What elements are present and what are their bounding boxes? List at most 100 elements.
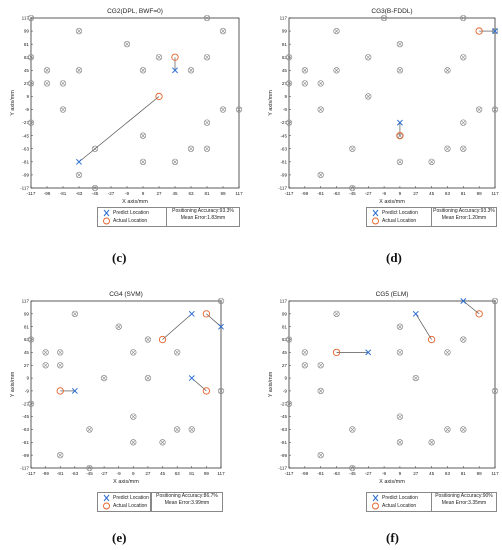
reference-cross-b [350, 465, 355, 471]
plot-frame [288, 17, 496, 189]
plot-frame [288, 300, 496, 469]
reference-point [203, 119, 211, 126]
reference-circle [460, 426, 467, 433]
reference-point [301, 80, 308, 87]
x-tick-label: -45 [349, 191, 356, 196]
reference-point [174, 426, 181, 433]
x-tick-label: -63 [76, 191, 83, 196]
reference-cross-b [350, 146, 355, 151]
y-tick-label: -27 [280, 401, 287, 406]
reference-cross-b [140, 133, 146, 138]
x-tick-label: -9 [125, 191, 130, 196]
reference-cross-b [461, 146, 466, 151]
legend-predict-label: Predict Location [382, 210, 418, 216]
reference-circle [460, 336, 467, 343]
reference-point [144, 374, 152, 382]
reference-cross-b [286, 120, 292, 125]
reference-circle [187, 145, 195, 152]
reference-circle [203, 145, 211, 152]
x-tick-label: -45 [86, 471, 93, 476]
reference-circle [317, 452, 324, 459]
reference-circle [333, 67, 340, 74]
predict-location-point [412, 310, 419, 317]
reference-cross-b [145, 337, 150, 342]
panel-caption: (f) [386, 530, 399, 545]
x-tick-label: 45 [429, 471, 435, 476]
reference-circle [396, 67, 404, 74]
reference-cross-b [445, 427, 450, 432]
reference-cross-b [461, 337, 466, 342]
reference-cross-b [188, 146, 194, 151]
positioning-accuracy: Positioning Accuracy:90% [435, 493, 493, 499]
actual-marker-icon [101, 217, 111, 225]
positioning-accuracy: Positioning Accuracy:93.3% [172, 208, 234, 214]
reference-point [219, 106, 227, 113]
reference-cross-b [44, 81, 50, 86]
reference-point [444, 426, 451, 433]
predict-location-point [76, 158, 82, 165]
reference-cross-b [76, 172, 82, 177]
reference-circle [365, 93, 372, 100]
reference-cross-b [131, 440, 136, 445]
reference-point [428, 439, 435, 446]
legend-box: Predict Location Actual Location [97, 207, 167, 227]
reference-circle [317, 387, 324, 395]
reference-circle [219, 27, 227, 35]
y-tick-label: 99 [24, 311, 30, 316]
y-tick-label: 63 [24, 55, 30, 60]
reference-point [217, 297, 225, 305]
reference-cross-b [397, 350, 402, 355]
reference-circle [317, 106, 324, 113]
reference-point [317, 80, 324, 87]
x-tick-label: -27 [101, 471, 108, 476]
chart-panel-cg3: CG3(B-FDDL) -117 -99 -81 -63 -45 -27 -9 9 27 45 63 8… [251, 0, 502, 275]
reference-circle [42, 362, 49, 369]
reference-point [333, 27, 340, 35]
mean-error: Mean Error:3.99mm [164, 500, 210, 506]
predict-location-point-stroke-b [460, 298, 467, 304]
reference-point [396, 349, 404, 356]
reference-circle [57, 362, 64, 369]
x-tick-label: 63 [445, 191, 451, 196]
reference-cross-b [429, 159, 434, 164]
y-tick-label: -9 [283, 389, 288, 394]
reference-point [57, 349, 64, 356]
reference-circle [396, 158, 404, 165]
reference-point [317, 171, 324, 179]
reference-point [27, 336, 35, 343]
reference-circle [349, 426, 356, 433]
reference-point [187, 145, 195, 152]
reference-cross-b [318, 172, 323, 177]
predict-location-point-stroke-b [188, 310, 195, 317]
positioning-accuracy: Positioning Accuracy:86.7% [156, 493, 218, 499]
x-tick-label: 45 [160, 471, 166, 476]
actual-location-point [202, 310, 211, 318]
actual-location-point [475, 310, 483, 318]
y-tick-label: 27 [282, 363, 288, 368]
reference-point [444, 145, 451, 152]
reference-point [27, 80, 35, 87]
reference-cross-b [413, 376, 418, 381]
x-axis-label: X axis/mm [122, 199, 148, 205]
reference-circle [91, 184, 99, 192]
x-tick-label: 117 [491, 471, 499, 476]
reference-cross-b [87, 465, 92, 471]
x-tick-label: 27 [156, 191, 162, 196]
predict-location-point-stroke-b [188, 375, 195, 382]
reference-point [43, 67, 51, 74]
predict-location-point [396, 119, 403, 126]
legend-predict-label: Predict Location [113, 210, 149, 216]
predict-location-point-stroke-b [172, 67, 178, 74]
predict-location-point-stroke-b [396, 119, 403, 126]
y-tick-label: 81 [282, 42, 288, 47]
reference-point [130, 413, 137, 420]
reference-circle [43, 80, 51, 87]
reference-point [349, 145, 356, 152]
reference-point [71, 310, 78, 317]
reference-circle [301, 349, 308, 356]
reference-cross-b [302, 363, 307, 368]
y-tick-label: -81 [280, 440, 287, 445]
reference-point [219, 27, 227, 35]
reference-circle [130, 413, 137, 420]
